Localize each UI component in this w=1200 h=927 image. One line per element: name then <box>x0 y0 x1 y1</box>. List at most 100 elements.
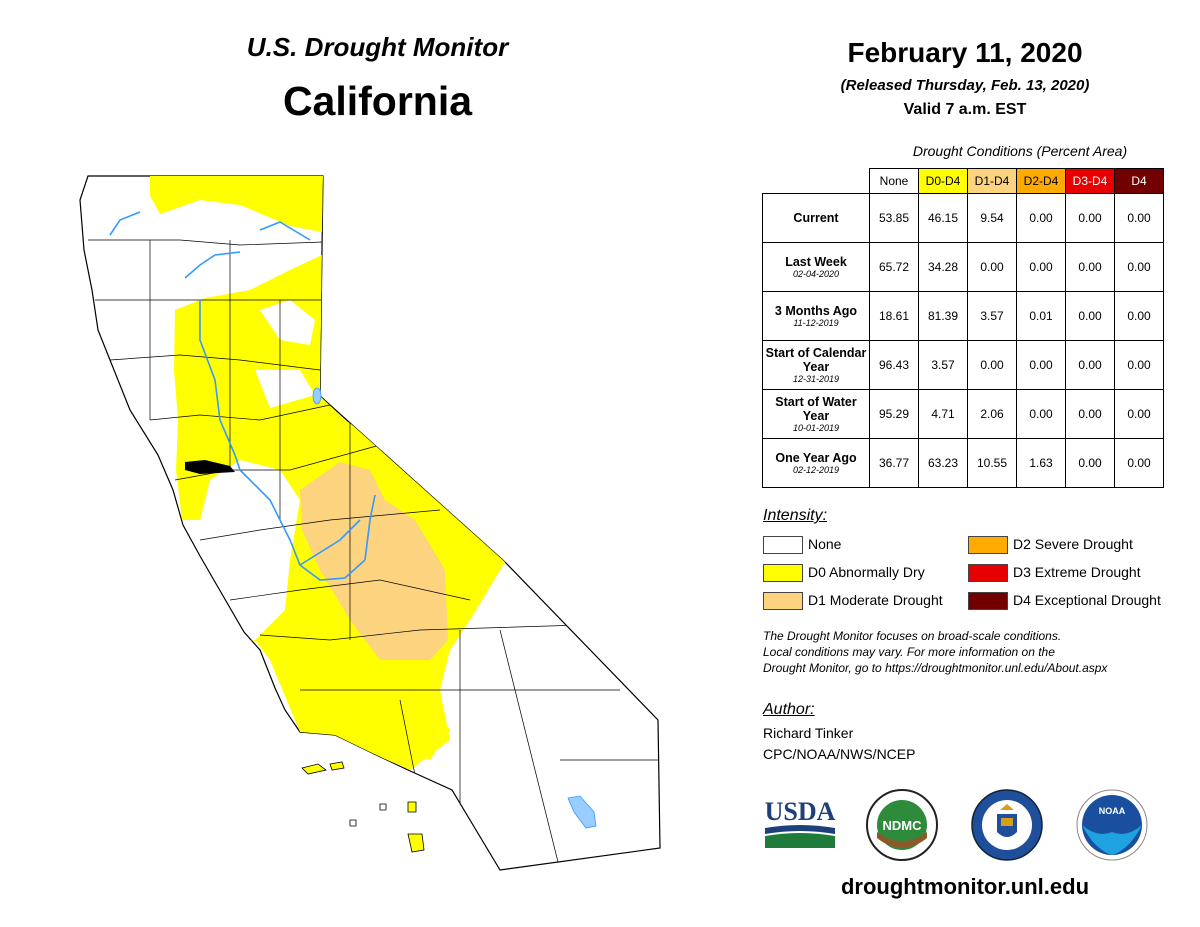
noaa-logo: NOAA <box>1076 789 1148 861</box>
row-date: 11-12-2019 <box>793 317 839 328</box>
cell-d4: 0.00 <box>1114 242 1164 292</box>
cell-d1-d4: 0.00 <box>967 340 1017 390</box>
legend-label: D3 Extreme Drought <box>1013 564 1141 580</box>
lake-tahoe <box>312 387 322 405</box>
column-header-d0-d4: D0-D4 <box>918 168 968 194</box>
none-area-sierra-north <box>255 370 315 408</box>
county-lines <box>88 239 660 870</box>
commerce-seal-logo <box>971 789 1043 861</box>
salton-sea <box>567 795 597 829</box>
cell-d4: 0.00 <box>1114 193 1164 243</box>
cell-none: 95.29 <box>869 389 919 439</box>
row-label: One Year Ago 02-12-2019 <box>762 438 870 488</box>
column-header-d1-d4: D1-D4 <box>967 168 1017 194</box>
cell-d0-d4: 34.28 <box>918 242 968 292</box>
disclaimer-note: The Drought Monitor focuses on broad-sca… <box>763 628 1193 676</box>
map-title: U.S. Drought Monitor <box>246 32 509 62</box>
cell-d3-d4: 0.00 <box>1065 291 1115 341</box>
note-line: Drought Monitor, go to https://droughtmo… <box>763 661 1108 675</box>
cell-d2-d4: 0.01 <box>1016 291 1066 341</box>
cell-d2-d4: 0.00 <box>1016 389 1066 439</box>
cell-d2-d4: 0.00 <box>1016 193 1066 243</box>
row-label: Start of Calendar Year 12-31-2019 <box>762 340 870 390</box>
state-title: California <box>282 78 473 124</box>
legend-swatch <box>968 536 1008 554</box>
table-header-row: None D0-D4 D1-D4 D2-D4 D3-D4 D4 <box>762 168 1164 194</box>
table-corner <box>762 168 870 194</box>
author-heading: Author: <box>763 701 815 718</box>
intensity-heading: Intensity: <box>763 507 828 524</box>
row-date: 02-04-2020 <box>792 268 840 279</box>
cell-d0-d4: 81.39 <box>918 291 968 341</box>
cell-none: 36.77 <box>869 438 919 488</box>
d1-area-sierra <box>300 462 448 660</box>
note-line: The Drought Monitor focuses on broad-sca… <box>763 629 1062 643</box>
table-row: Start of Water Year 10-01-2019 95.29 4.71… <box>762 389 1164 439</box>
cell-none: 96.43 <box>869 340 919 390</box>
table-caption: Drought Conditions (Percent Area) <box>912 143 1128 159</box>
cell-d1-d4: 10.55 <box>967 438 1017 488</box>
row-label: Current <box>762 193 870 243</box>
cell-d3-d4: 0.00 <box>1065 193 1115 243</box>
site-url[interactable]: droughtmonitor.unl.edu <box>840 874 1090 899</box>
cell-d0-d4: 63.23 <box>918 438 968 488</box>
channel-islands <box>301 761 425 853</box>
cell-d0-d4: 3.57 <box>918 340 968 390</box>
cell-d1-d4: 0.00 <box>967 242 1017 292</box>
svg-text:NDMC: NDMC <box>883 818 923 833</box>
table-row: 3 Months Ago 11-12-2019 18.61 81.39 3.57 … <box>762 291 1164 341</box>
cell-d4: 0.00 <box>1114 340 1164 390</box>
cell-none: 53.85 <box>869 193 919 243</box>
valid-time: Valid 7 a.m. EST <box>903 101 1027 118</box>
cell-d2-d4: 0.00 <box>1016 242 1066 292</box>
cell-d0-d4: 46.15 <box>918 193 968 243</box>
svg-text:USDA: USDA <box>765 797 836 826</box>
row-date: 12-31-2019 <box>792 373 840 384</box>
usda-logo: USDA <box>765 797 836 848</box>
none-area-shasta <box>260 300 315 345</box>
d0-area-south-coast <box>250 640 450 760</box>
cell-d1-d4: 3.57 <box>967 291 1017 341</box>
drought-conditions-table: None D0-D4 D1-D4 D2-D4 D3-D4 D4 Current … <box>762 168 1164 488</box>
column-header-none: None <box>869 168 919 194</box>
row-label: Last Week 02-04-2020 <box>762 242 870 292</box>
legend-swatch <box>763 536 803 554</box>
legend-label: D2 Severe Drought <box>1013 536 1133 552</box>
row-date: 02-12-2019 <box>792 464 840 475</box>
author-org: CPC/NOAA/NWS/NCEP <box>763 746 916 762</box>
release-date: (Released Thursday, Feb. 13, 2020) <box>840 77 1090 94</box>
svg-text:NOAA: NOAA <box>1099 806 1126 816</box>
cell-d2-d4: 1.63 <box>1016 438 1066 488</box>
cell-d3-d4: 0.00 <box>1065 242 1115 292</box>
cell-d0-d4: 4.71 <box>918 389 968 439</box>
note-line: Local conditions may vary. For more info… <box>763 645 1055 659</box>
legend-label: D4 Exceptional Drought <box>1013 592 1161 608</box>
legend-label: D0 Abnormally Dry <box>808 564 925 580</box>
row-date: 10-01-2019 <box>792 422 840 433</box>
table-row: Current 53.85 46.15 9.54 0.00 0.00 0.00 <box>762 193 1164 243</box>
legend-swatch <box>968 592 1008 610</box>
cell-d1-d4: 9.54 <box>967 193 1017 243</box>
table-row: One Year Ago 02-12-2019 36.77 63.23 10.55… <box>762 438 1164 488</box>
legend-label: D1 Moderate Drought <box>808 592 943 608</box>
cell-d4: 0.00 <box>1114 291 1164 341</box>
cell-d3-d4: 0.00 <box>1065 438 1115 488</box>
cell-none: 65.72 <box>869 242 919 292</box>
california-drought-map <box>79 175 661 871</box>
small-islands <box>349 803 387 827</box>
d0-area-northeast <box>150 176 323 232</box>
legend-label: None <box>808 536 842 552</box>
column-header-d3-d4: D3-D4 <box>1065 168 1115 194</box>
cell-d1-d4: 2.06 <box>967 389 1017 439</box>
author-name: Richard Tinker <box>763 725 854 741</box>
cell-d4: 0.00 <box>1114 438 1164 488</box>
legend-swatch <box>763 592 803 610</box>
cell-none: 18.61 <box>869 291 919 341</box>
rivers <box>109 211 376 581</box>
table-row: Start of Calendar Year 12-31-2019 96.43 3… <box>762 340 1164 390</box>
column-header-d2-d4: D2-D4 <box>1016 168 1066 194</box>
legend-swatch <box>968 564 1008 582</box>
column-header-d4: D4 <box>1114 168 1164 194</box>
san-francisco-bay <box>185 460 235 474</box>
legend-swatch <box>763 564 803 582</box>
